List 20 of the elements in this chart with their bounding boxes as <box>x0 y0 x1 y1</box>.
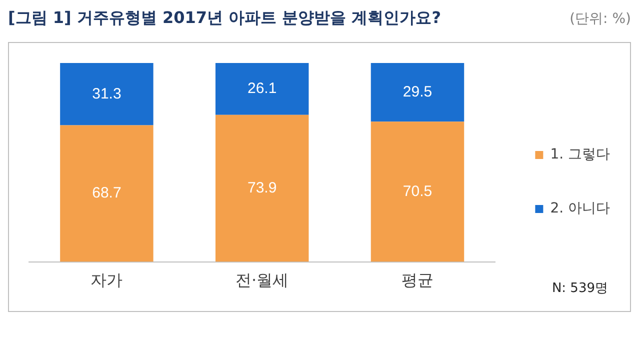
bar <box>370 122 464 262</box>
data-label: 73.9 <box>247 179 277 196</box>
x-tick-label: 평균 <box>401 270 434 290</box>
data-label: 68.7 <box>92 184 122 202</box>
data-label: 26.1 <box>247 80 277 98</box>
text: N: 539명 <box>552 280 608 297</box>
text: (단위: %) <box>570 10 631 28</box>
data-label: 70.5 <box>402 182 432 200</box>
bar <box>60 63 154 126</box>
x-tick-label: 전·월세 <box>236 270 289 290</box>
bar <box>370 63 464 122</box>
bar <box>215 63 309 115</box>
legend-label: 1. 그렇다 <box>550 146 610 163</box>
data-label: 29.5 <box>402 83 432 100</box>
x-tick-label: 자가 <box>90 270 123 290</box>
bar <box>215 114 309 262</box>
legend-label: 2. 아니다 <box>550 200 610 217</box>
data-label: 31.3 <box>92 85 122 102</box>
chart-title: [그림 1] 거주유형별 2017년 아파트 분양받을 계획인가요? <box>8 8 441 29</box>
bar <box>60 125 154 262</box>
